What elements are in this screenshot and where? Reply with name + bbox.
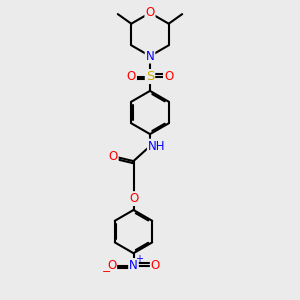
Text: S: S (146, 70, 154, 83)
Text: −: − (101, 267, 111, 277)
Text: O: O (107, 259, 116, 272)
Text: O: O (164, 70, 173, 83)
Text: O: O (146, 6, 154, 20)
Text: O: O (109, 150, 118, 163)
Text: O: O (151, 259, 160, 272)
Text: +: + (135, 254, 143, 264)
Text: NH: NH (148, 140, 165, 153)
Text: O: O (127, 70, 136, 83)
Text: O: O (129, 192, 138, 205)
Text: N: N (146, 50, 154, 63)
Text: N: N (129, 259, 138, 272)
